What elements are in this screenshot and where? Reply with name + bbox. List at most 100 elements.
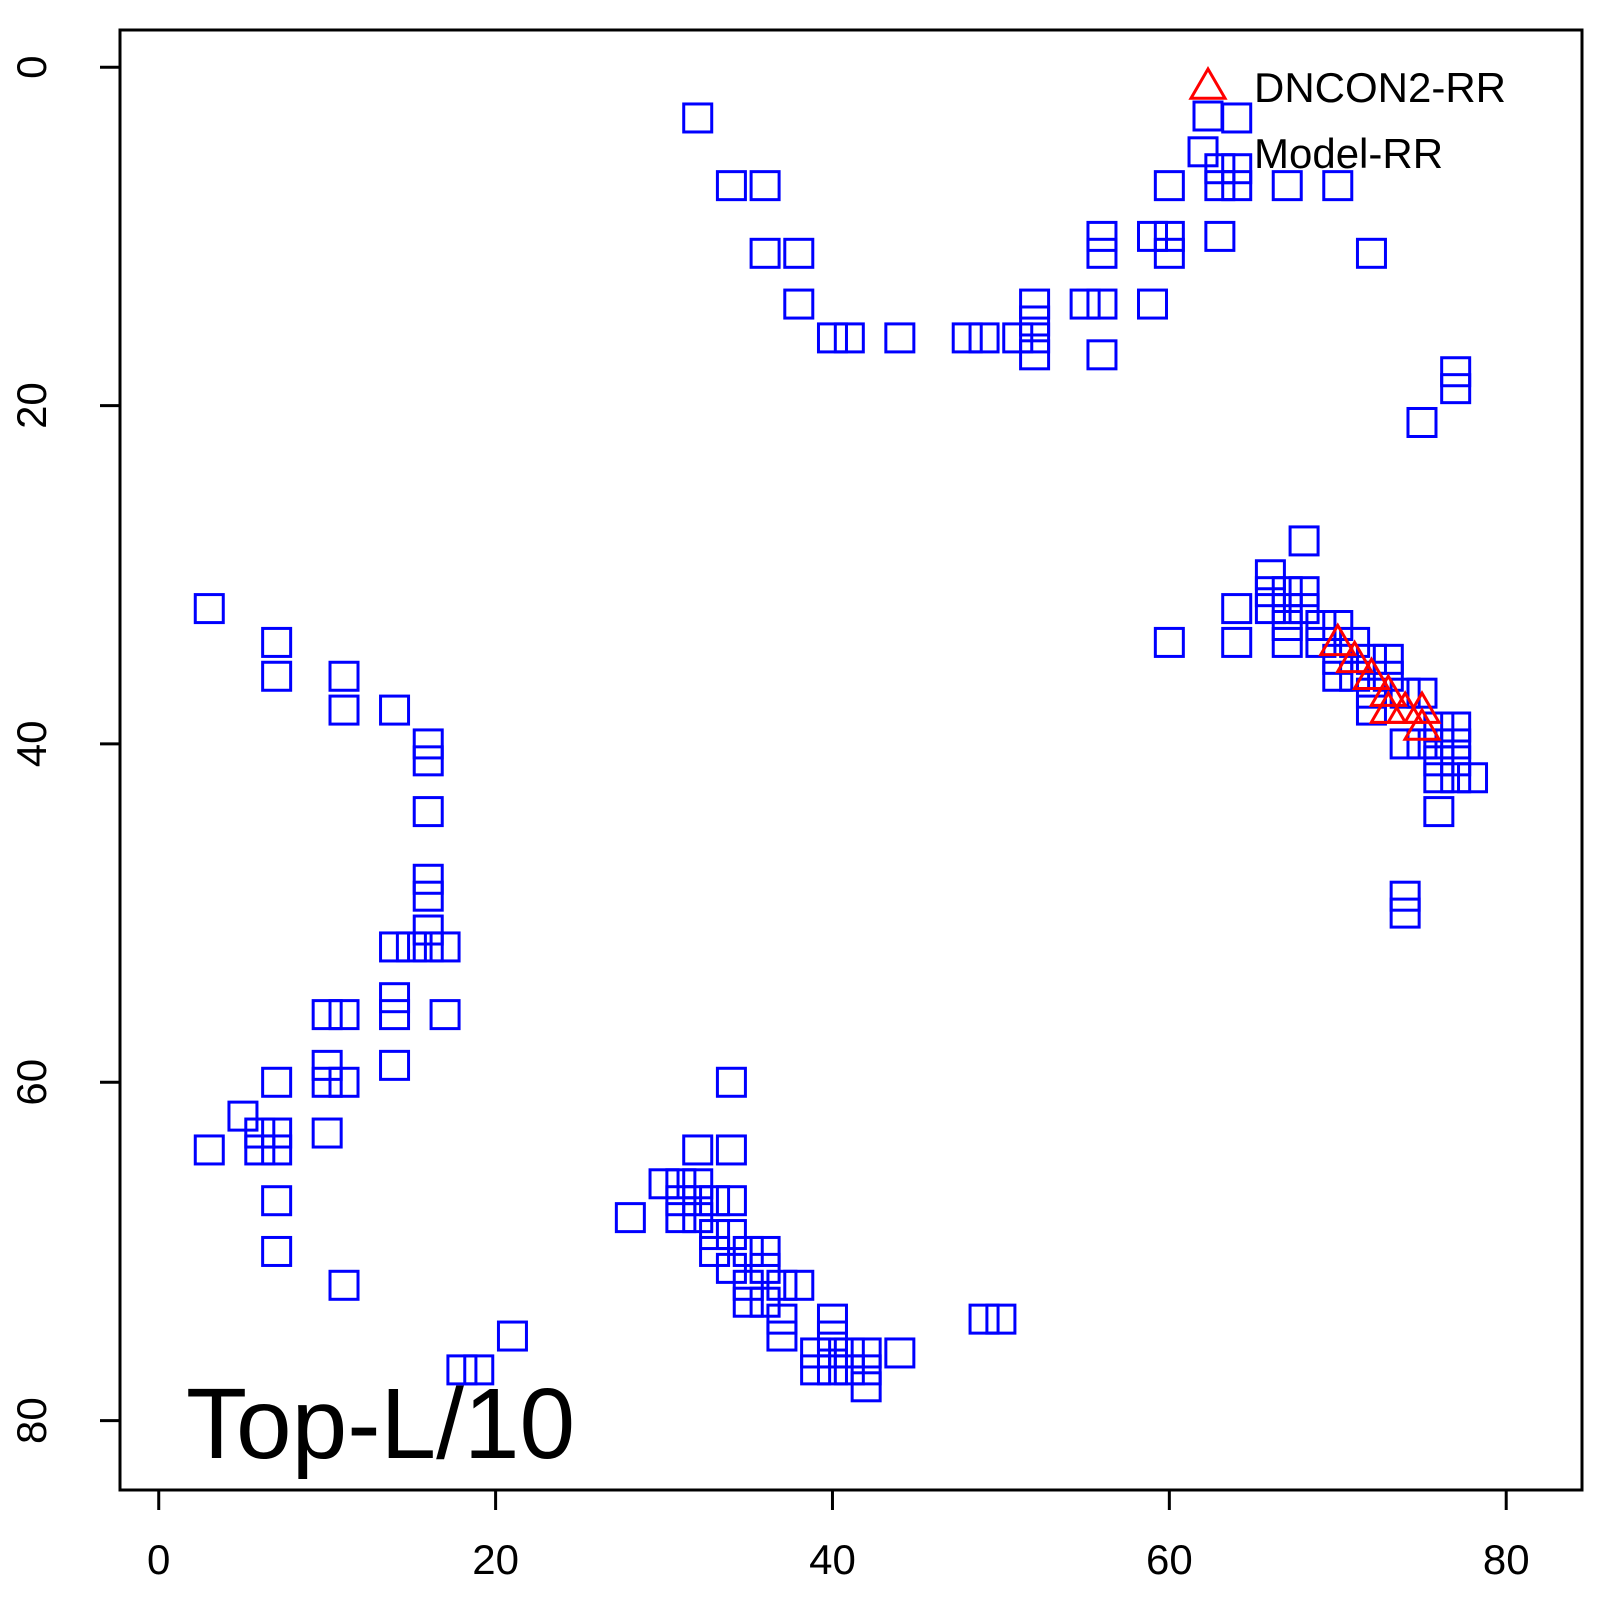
model-rr-point: [1086, 237, 1118, 269]
x-tick-label: 80: [1483, 1536, 1530, 1583]
model-rr-point: [1440, 728, 1472, 760]
model-rr-point: [816, 322, 848, 354]
model-rr-point: [968, 322, 1000, 354]
model-rr-point: [665, 1185, 697, 1217]
panel-label: Top-L/10: [186, 1368, 575, 1480]
model-rr-point: [328, 1066, 360, 1098]
model-rr-point: [699, 1185, 731, 1217]
model-rr-point: [1153, 220, 1185, 252]
x-tick-label: 40: [809, 1536, 856, 1583]
model-rr-point: [715, 1252, 747, 1284]
model-rr-point: [614, 1202, 646, 1234]
model-rr-point: [1019, 339, 1051, 371]
model-rr-point: [1406, 728, 1438, 760]
model-rr-point: [732, 1269, 764, 1301]
model-rr-point: [682, 1202, 714, 1234]
model-rr-point: [1457, 762, 1489, 794]
model-rr-point: [412, 931, 444, 963]
model-rr-point: [816, 1320, 848, 1352]
model-rr-point: [446, 1354, 478, 1386]
model-rr-point: [884, 1337, 916, 1369]
model-rr-point: [1440, 745, 1472, 777]
model-rr-point: [1271, 593, 1303, 625]
model-rr-point: [1069, 288, 1101, 320]
model-rr-point: [379, 931, 411, 963]
model-rr-point: [1221, 170, 1253, 202]
model-rr-point: [379, 999, 411, 1031]
model-rr-point: [1204, 153, 1236, 185]
model-rr-point: [816, 1303, 848, 1335]
model-rr-point: [1322, 643, 1354, 675]
model-rr-point: [1288, 576, 1320, 608]
model-rr-point: [261, 1134, 293, 1166]
model-rr-point: [1221, 102, 1253, 134]
model-rr-point: [783, 237, 815, 269]
model-rr-point: [1288, 593, 1320, 625]
y-tick-label: 40: [8, 721, 55, 768]
model-rr-point: [1153, 237, 1185, 269]
model-rr-point: [665, 1202, 697, 1234]
y-tick-label: 60: [8, 1059, 55, 1106]
model-rr-point: [1254, 559, 1286, 591]
model-rr-point: [412, 745, 444, 777]
model-rr-point: [311, 1049, 343, 1081]
model-rr-point: [1389, 728, 1421, 760]
model-rr-point: [682, 1168, 714, 1200]
model-rr-point: [766, 1320, 798, 1352]
model-rr-point: [1221, 593, 1253, 625]
model-rr-point: [1002, 322, 1034, 354]
model-rr-point: [1355, 677, 1387, 709]
model-rr-point: [463, 1354, 495, 1386]
model-rr-point: [968, 1303, 1000, 1335]
model-rr-point: [715, 1185, 747, 1217]
model-rr-point: [1271, 576, 1303, 608]
model-rr-point: [1086, 339, 1118, 371]
model-rr-point: [1355, 237, 1387, 269]
model-rr-point: [749, 237, 781, 269]
model-rr-point: [227, 1100, 259, 1132]
model-rr-point: [833, 1354, 865, 1386]
model-rr-point: [1153, 170, 1185, 202]
model-rr-point: [412, 863, 444, 895]
model-rr-point: [715, 1219, 747, 1251]
model-rr-point: [715, 1066, 747, 1098]
model-rr-point: [1086, 220, 1118, 252]
model-rr-point: [682, 1185, 714, 1217]
model-rr-point: [800, 1354, 832, 1386]
model-rr-point: [379, 982, 411, 1014]
model-rr-point: [1339, 660, 1371, 692]
model-rr-point: [1389, 677, 1421, 709]
model-rr-point: [412, 728, 444, 760]
model-rr-point: [648, 1168, 680, 1200]
model-rr-point: [1019, 305, 1051, 337]
model-rr-point: [496, 1320, 528, 1352]
model-rr-point: [1271, 626, 1303, 658]
dncon2-rr-points: [1318, 622, 1442, 741]
model-rr-point: [1440, 373, 1472, 405]
dncon2-rr-point: [1402, 690, 1442, 724]
model-rr-point: [429, 999, 461, 1031]
model-rr-point: [379, 1049, 411, 1081]
model-rr-point: [1019, 322, 1051, 354]
dncon2-rr-point: [1351, 656, 1392, 690]
model-rr-point: [1423, 745, 1455, 777]
model-rr-point: [1322, 610, 1354, 642]
model-rr-point: [715, 1134, 747, 1166]
model-rr-point: [985, 1303, 1017, 1335]
model-rr-point: [766, 1303, 798, 1335]
model-rr-point: [1288, 525, 1320, 557]
model-rr-point: [1305, 626, 1337, 658]
model-rr-point: [800, 1337, 832, 1369]
legend-dncon2-rr-marker: [1188, 66, 1228, 100]
model-rr-point: [1440, 762, 1472, 794]
y-axis: 0 20 40 60 80: [8, 56, 122, 1444]
model-rr-point: [749, 1286, 781, 1318]
model-rr-point: [193, 593, 225, 625]
model-rr-point: [1355, 643, 1387, 675]
model-rr-point: [1305, 610, 1337, 642]
y-tick-label: 20: [8, 382, 55, 429]
model-rr-point: [1136, 288, 1168, 320]
model-rr-point: [412, 796, 444, 828]
model-rr-point: [429, 931, 461, 963]
y-tick-label: 0: [8, 56, 55, 79]
